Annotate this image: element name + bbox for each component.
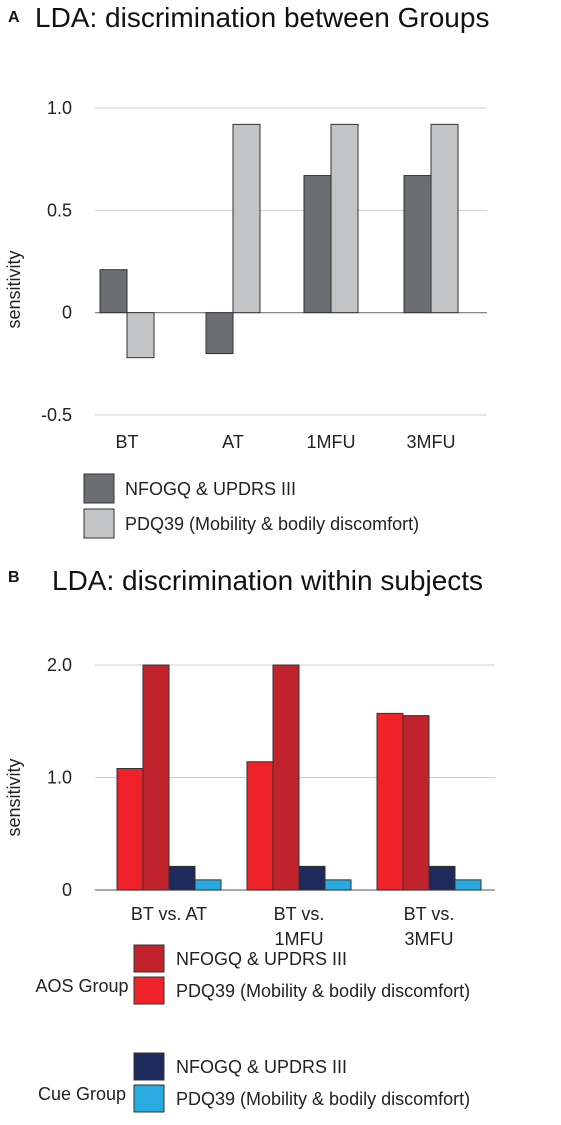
y-tick-label-b: 1.0 <box>47 768 72 788</box>
bar-a <box>126 312 155 359</box>
legend-label-b: PDQ39 (Mobility & bodily discomfort) <box>176 1089 470 1109</box>
x-tick-label-b: BT vs. <box>274 904 325 924</box>
bar-a <box>303 175 332 314</box>
y-tick-label-a: 0.5 <box>47 200 72 220</box>
y-axis-label-b: sensitivity <box>4 758 24 836</box>
bar-a <box>205 312 234 355</box>
x-tick-label-b: BT vs. <box>404 904 455 924</box>
legend-swatch-b <box>133 1052 165 1081</box>
y-tick-label-b: 2.0 <box>47 655 72 675</box>
bar-b <box>402 715 430 891</box>
bar-b <box>116 768 144 891</box>
bar-b <box>428 865 456 891</box>
legend-group-label-b: Cue Group <box>38 1084 126 1104</box>
bar-a <box>232 123 261 314</box>
legend-label-b: NFOGQ & UPDRS III <box>176 1057 347 1077</box>
y-tick-label-b: 0 <box>62 880 72 900</box>
legend-swatch-a <box>83 508 115 539</box>
panel-label-a: A <box>8 9 20 26</box>
x-tick-label-a: 1MFU <box>307 432 356 452</box>
legend-swatch-b <box>133 976 165 1005</box>
bar-a <box>430 123 459 314</box>
bar-b <box>246 761 274 891</box>
legend-swatch-a <box>83 473 115 504</box>
bar-b <box>272 664 300 891</box>
x-tick-label-b: BT vs. AT <box>131 904 207 924</box>
bar-b <box>454 879 482 891</box>
bar-a <box>330 123 359 314</box>
y-tick-label-a: 1.0 <box>47 98 72 118</box>
legend-label-b: PDQ39 (Mobility & bodily discomfort) <box>176 981 470 1001</box>
bar-b <box>142 664 170 891</box>
legend-swatch-b <box>133 1084 165 1113</box>
bar-b <box>324 879 352 891</box>
bar-b <box>298 865 326 891</box>
y-axis-label-a: sensitivity <box>4 250 24 328</box>
bar-b <box>194 879 222 891</box>
bar-b <box>376 712 404 891</box>
legend-swatch-b <box>133 944 165 973</box>
x-tick-label-b: 3MFU <box>405 929 454 949</box>
chart-title-a: LDA: discrimination between Groups <box>35 2 489 33</box>
x-tick-label-a: AT <box>222 432 244 452</box>
bar-b <box>168 865 196 891</box>
legend-label-a: PDQ39 (Mobility & bodily discomfort) <box>125 514 419 534</box>
x-tick-label-a: BT <box>115 432 138 452</box>
legend-label-b: NFOGQ & UPDRS III <box>176 949 347 969</box>
panel-label-b: B <box>8 569 20 586</box>
x-tick-label-a: 3MFU <box>407 432 456 452</box>
y-tick-label-a: 0 <box>62 303 72 323</box>
chart-title-b: LDA: discrimination within subjects <box>52 565 483 596</box>
bar-a <box>403 175 432 314</box>
x-tick-label-b: 1MFU <box>275 929 324 949</box>
legend-group-label-b: AOS Group <box>35 976 128 996</box>
bar-a <box>99 269 128 314</box>
legend-label-a: NFOGQ & UPDRS III <box>125 479 296 499</box>
y-tick-label-a: -0.5 <box>41 405 72 425</box>
